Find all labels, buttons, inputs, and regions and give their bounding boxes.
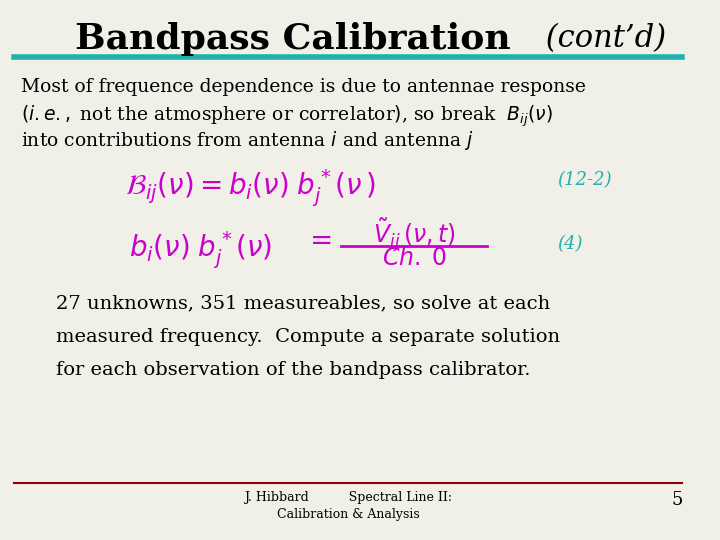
Text: Bandpass Calibration: Bandpass Calibration [75, 22, 510, 56]
Text: $\mathcal{B}_{ij}(\nu) = b_i(\nu)\; b^*_j(\nu\,)$: $\mathcal{B}_{ij}(\nu) = b_i(\nu)\; b^*_… [125, 167, 376, 209]
Text: =: = [310, 228, 333, 255]
Text: J. Hibbard          Spectral Line II:: J. Hibbard Spectral Line II: [244, 491, 452, 504]
Text: $(i.e.,$ not the atmosphere or correlator$)$, so break  $B_{ij}(\nu)$: $(i.e.,$ not the atmosphere or correlato… [21, 104, 553, 129]
Text: (4): (4) [557, 235, 582, 253]
Text: Calibration & Analysis: Calibration & Analysis [276, 508, 420, 521]
Text: (12-2): (12-2) [557, 171, 612, 189]
Text: Most of frequence dependence is due to antennae response: Most of frequence dependence is due to a… [21, 78, 586, 96]
Text: (cont’d): (cont’d) [536, 23, 666, 53]
Text: $\tilde{V}_{ij}\,(\nu,t)$: $\tilde{V}_{ij}\,(\nu,t)$ [373, 216, 456, 254]
Text: 27 unknowns, 351 measureables, so solve at each: 27 unknowns, 351 measureables, so solve … [55, 294, 550, 312]
Text: 5: 5 [671, 491, 683, 509]
Text: into contributions from antenna $i$ and antenna $j$: into contributions from antenna $i$ and … [21, 129, 474, 152]
Text: for each observation of the bandpass calibrator.: for each observation of the bandpass cal… [55, 361, 530, 379]
Text: $b_i(\nu)\; b^*_j(\nu)$: $b_i(\nu)\; b^*_j(\nu)$ [129, 230, 272, 271]
Text: measured frequency.  Compute a separate solution: measured frequency. Compute a separate s… [55, 328, 560, 346]
Text: $\mathit{Ch.\;0}$: $\mathit{Ch.\;0}$ [382, 247, 447, 271]
